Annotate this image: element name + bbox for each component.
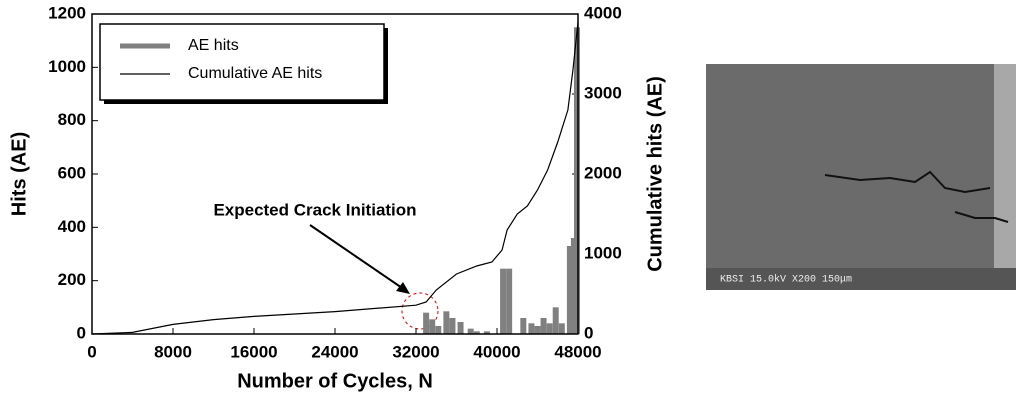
y-tick-label: 400	[58, 217, 86, 236]
x-tick-label: 32000	[392, 342, 439, 361]
bar	[520, 318, 527, 334]
bar	[566, 246, 573, 334]
image-caption: KBSI 15.0kV X200 150μm	[720, 274, 852, 286]
x-tick-label: 40000	[473, 342, 520, 361]
y2-tick-label: 1000	[584, 243, 622, 262]
x-tick-label: 8000	[154, 342, 192, 361]
bar	[500, 268, 507, 334]
bar	[467, 328, 474, 334]
x-tick-label: 16000	[230, 342, 277, 361]
bar	[534, 326, 541, 334]
y-tick-label: 1000	[48, 57, 86, 76]
bar	[540, 318, 547, 334]
y-axis-label: Hits (AE)	[8, 132, 30, 216]
bar	[546, 323, 553, 334]
bar	[435, 326, 442, 334]
bar	[570, 238, 577, 334]
y-tick-label: 1200	[48, 3, 86, 22]
cumulative-line	[91, 21, 579, 335]
bar	[443, 311, 450, 334]
bar	[506, 268, 513, 334]
sem-image: KBSI 15.0kV X200 150μm	[706, 64, 1016, 290]
bar	[473, 331, 480, 334]
y2-tick-label: 3000	[584, 83, 622, 102]
x-tick-label: 0	[87, 342, 96, 361]
y-tick-label: 600	[58, 163, 86, 182]
y-tick-label: 200	[58, 270, 86, 289]
legend-label: AE hits	[188, 37, 239, 54]
bar	[483, 331, 490, 334]
legend	[99, 23, 385, 101]
plot-frame	[91, 13, 579, 335]
bar	[457, 322, 464, 334]
x-tick-label: 24000	[311, 342, 358, 361]
bar	[429, 319, 436, 334]
legend-label: Cumulative AE hits	[188, 65, 322, 82]
y-tick-label: 0	[77, 323, 86, 342]
bar	[558, 323, 565, 334]
bar	[552, 307, 559, 334]
y2-tick-label: 0	[584, 323, 593, 342]
annotation-arrow	[309, 224, 406, 291]
x-tick-label: 48000	[554, 342, 601, 361]
bar	[449, 318, 456, 334]
bar	[573, 27, 580, 334]
y2-tick-label: 2000	[584, 163, 622, 182]
annotation: Expected Crack Initiation	[213, 200, 416, 219]
arrowhead	[396, 282, 410, 294]
y2-tick-label: 4000	[584, 3, 622, 22]
bar	[423, 312, 430, 334]
y-tick-label: 800	[58, 110, 86, 129]
annotation-circle	[401, 292, 439, 330]
x-axis-label: Number of Cycles, N	[237, 370, 433, 392]
bar	[528, 323, 535, 334]
y2-axis-label: Cumulative hits (AE)	[644, 76, 666, 272]
